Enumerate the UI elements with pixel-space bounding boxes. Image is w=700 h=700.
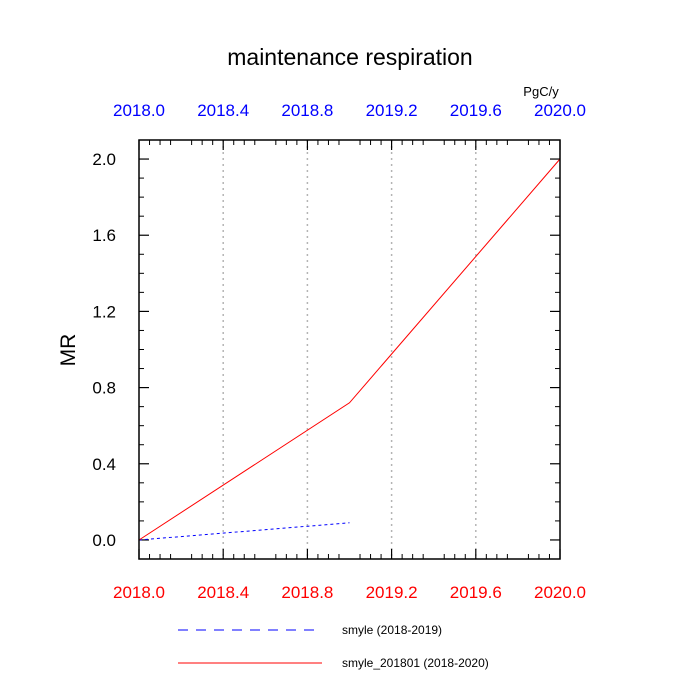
- x-tick-label-bottom: 2018.4: [197, 583, 249, 602]
- x-tick-label-bottom: 2020.0: [534, 583, 586, 602]
- y-tick-label: 1.6: [92, 226, 116, 245]
- y-tick-label: 0.0: [92, 531, 116, 550]
- x-tick-label-bottom: 2018.8: [281, 583, 333, 602]
- x-tick-label-top: 2020.0: [534, 101, 586, 120]
- legend-label-2: smyle_201801 (2018-2020): [342, 656, 489, 670]
- x-tick-label-bottom: 2019.2: [366, 583, 418, 602]
- y-axis-label: MR: [57, 334, 80, 367]
- x-tick-label-top: 2018.0: [113, 101, 165, 120]
- series-line-1: [138, 522, 350, 541]
- x-tick-label-top: 2018.8: [281, 101, 333, 120]
- x-tick-label-top: 2019.2: [366, 101, 418, 120]
- x-tick-label-bottom: 2019.6: [450, 583, 502, 602]
- y-tick-label: 1.2: [92, 302, 116, 321]
- units-label: PgC/y: [523, 84, 559, 99]
- gridlines: [222, 140, 477, 559]
- plot-frame: [138, 139, 561, 560]
- chart-title: maintenance respiration: [227, 44, 472, 70]
- series-line-2: [138, 158, 561, 541]
- legend-label-1: smyle (2018-2019): [342, 623, 442, 637]
- x-tick-label-bottom: 2018.0: [113, 583, 165, 602]
- legend: smyle (2018-2019) smyle_201801 (2018-2020…: [178, 623, 489, 670]
- y-tick-label: 0.4: [92, 455, 116, 474]
- y-tick-label: 2.0: [92, 150, 116, 169]
- axis-ticks: [138, 140, 561, 560]
- x-tick-label-top: 2019.6: [450, 101, 502, 120]
- y-tick-label: 0.8: [92, 379, 116, 398]
- tick-labels: 2018.0 2018.0 2018.4 2018.4 2018.8 2018.8 2019…: [92, 101, 586, 602]
- x-tick-label-top: 2018.4: [197, 101, 249, 120]
- series-lines: [138, 158, 561, 541]
